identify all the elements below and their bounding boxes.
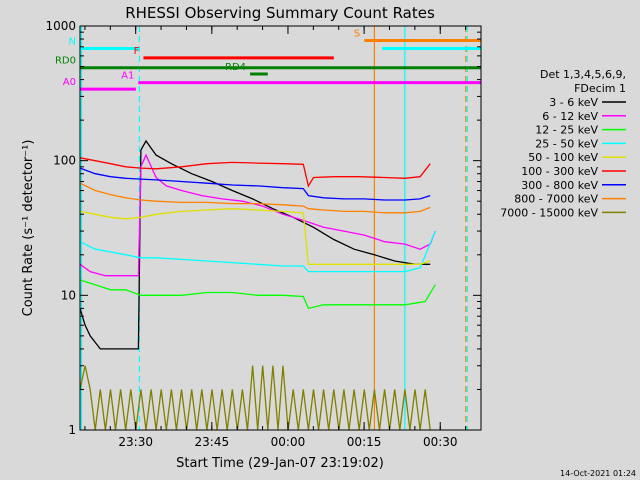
legend-label-4: 50 - 100 keV xyxy=(528,151,598,164)
y-tick-label: 10 xyxy=(61,288,76,302)
series-line-8 xyxy=(79,365,431,431)
legend-label-6: 300 - 800 keV xyxy=(521,179,598,192)
series-line-1 xyxy=(79,153,436,277)
legend-label-5: 100 - 300 keV xyxy=(521,165,598,178)
series-line-4 xyxy=(79,208,431,265)
y-tick-label: 1000 xyxy=(45,19,76,33)
legend-label-3: 25 - 50 keV xyxy=(535,137,598,150)
x-tick-label: 00:30 xyxy=(423,435,458,449)
flag-label-n: N xyxy=(69,37,76,48)
series-line-6 xyxy=(79,167,431,201)
legend-header-line-2: FDecim 1 xyxy=(574,82,626,95)
flag-label-a0: A0 xyxy=(63,77,76,88)
footer-date: 14-Oct-2021 01:24 xyxy=(560,469,636,478)
series-line-0 xyxy=(79,139,431,350)
axes-frame xyxy=(79,25,482,431)
x-axis-label: Start Time (29-Jan-07 23:19:02) xyxy=(176,456,384,471)
flag-label-rd0: RD0 xyxy=(55,56,76,67)
y-axis-label: Count Rate (s⁻¹ detector⁻¹) xyxy=(21,140,36,317)
legend-label-2: 12 - 25 keV xyxy=(535,124,598,137)
plot-frame-fill xyxy=(80,26,481,430)
series-line-5 xyxy=(79,157,431,188)
legend-label-1: 6 - 12 keV xyxy=(542,110,598,123)
x-tick-label: 23:30 xyxy=(118,435,153,449)
x-tick-label: 23:45 xyxy=(195,435,230,449)
series-line-3 xyxy=(79,230,436,273)
x-tick-label: 00:15 xyxy=(347,435,382,449)
plot-area: N F RD0 RD4 A0 A1 S 1 10 100 1000 23:30 23:45 00:00 00… xyxy=(45,19,482,449)
flag-label-s: S xyxy=(354,29,360,40)
y-tick-label: 100 xyxy=(53,154,76,168)
series-line-7 xyxy=(79,182,431,214)
legend-header-line-1: Det 1,3,4,5,6,9, xyxy=(540,68,626,81)
flag-label-rd4: RD4 xyxy=(225,62,246,73)
x-tick-label: 00:00 xyxy=(271,435,306,449)
flag-label-a1: A1 xyxy=(121,71,134,82)
legend-label-8: 7000 - 15000 keV xyxy=(500,206,598,219)
legend-label-0: 3 - 6 keV xyxy=(549,96,598,109)
series-line-2 xyxy=(79,279,436,310)
flag-label-f: F xyxy=(134,46,140,57)
legend-label-7: 800 - 7000 keV xyxy=(514,193,598,206)
y-tick-label: 1 xyxy=(68,423,76,437)
chart-title: RHESSI Observing Summary Count Rates xyxy=(125,4,435,22)
